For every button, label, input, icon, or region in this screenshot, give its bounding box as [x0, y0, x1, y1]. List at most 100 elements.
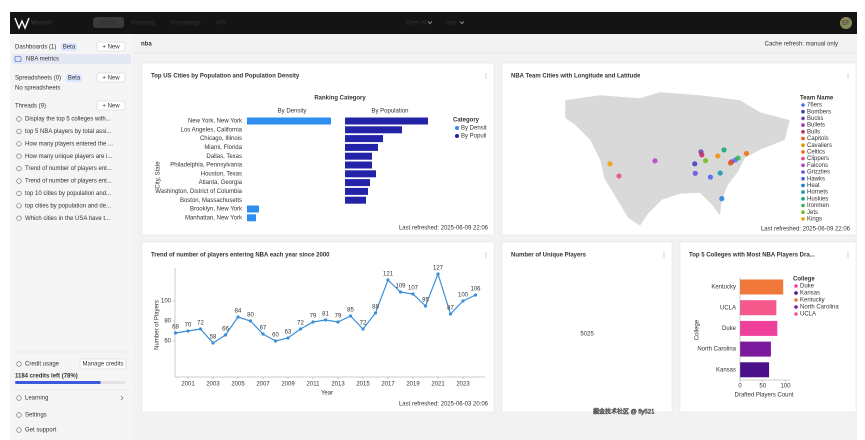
- sidebar-link[interactable]: Settings: [25, 413, 47, 419]
- y-tick-label: Los Angeles, California: [181, 127, 243, 133]
- legend-label: Clippers: [807, 156, 829, 162]
- facet-label: By Density: [278, 109, 307, 115]
- x-tick-label: 2005: [231, 382, 245, 388]
- thread-item[interactable]: Which cities in the USA have t...: [25, 216, 110, 222]
- nav-tab[interactable]: Knowledge: [171, 21, 201, 27]
- thread-item[interactable]: top 10 cities by population and...: [25, 191, 111, 197]
- thread-item[interactable]: How many players entered the ...: [25, 141, 113, 147]
- dashboard-icon: [14, 56, 22, 62]
- bar: [247, 205, 259, 213]
- nav-tab[interactable]: API: [216, 21, 226, 27]
- link-icon: [16, 412, 22, 418]
- legend-swatch: [801, 109, 805, 114]
- legend-label: By Densit: [461, 126, 487, 132]
- legend-label: Cavaliers: [807, 143, 832, 149]
- point: [261, 332, 265, 336]
- y-tick-label: UCLA: [720, 305, 736, 311]
- logo: WrenAI: [31, 21, 52, 27]
- legend-label: By Populi: [461, 134, 486, 140]
- tab-active[interactable]: [93, 17, 124, 28]
- thread-item[interactable]: Trend of number of players ent...: [25, 166, 112, 172]
- new-button-label[interactable]: + New: [102, 45, 120, 51]
- thread-item[interactable]: top 5 NBA players by total assi...: [25, 129, 112, 135]
- legend-label: Kansas: [800, 291, 820, 297]
- legend-swatch: [801, 116, 805, 121]
- y-tick-label: Duke: [722, 326, 737, 332]
- avatar-label: EF: [842, 21, 850, 27]
- section-title: Dashboards (1): [15, 45, 56, 51]
- bar: [345, 135, 383, 143]
- badge-label: Beta: [68, 76, 81, 82]
- x-tick-label: 100: [780, 384, 791, 390]
- thread-item[interactable]: How many unique players are i...: [25, 154, 113, 160]
- legend-title: Category: [453, 118, 480, 124]
- data-label: 95: [422, 298, 429, 304]
- legend-swatch: [794, 291, 798, 295]
- thread-icon: [16, 215, 22, 221]
- point: [336, 320, 340, 324]
- menu-dot: [847, 77, 849, 79]
- point: [311, 320, 315, 324]
- thread-icon: [16, 128, 22, 134]
- nav-tab[interactable]: Home: [100, 21, 117, 27]
- bar: [345, 179, 370, 187]
- new-button[interactable]: [96, 72, 126, 83]
- y-axis-label: City, State: [156, 161, 162, 189]
- menu-dot: [663, 254, 665, 256]
- bar: [740, 362, 770, 378]
- thread-icon: [16, 190, 22, 196]
- cache-setting[interactable]: Cache refresh: manual only: [765, 42, 838, 48]
- project-select[interactable]: Wren AI: [405, 21, 427, 27]
- legend-swatch: [801, 130, 805, 134]
- bar: [740, 341, 771, 357]
- sidebar-link[interactable]: Learning: [25, 396, 48, 402]
- sidebar-link[interactable]: Get support: [25, 428, 57, 434]
- dashboard-item[interactable]: NBA metrics: [26, 57, 59, 63]
- bar: [345, 161, 372, 169]
- legend-swatch: [794, 284, 798, 288]
- new-button[interactable]: [96, 41, 126, 52]
- y-tick-label: Chicago, Illinois: [200, 136, 242, 142]
- legend-swatch: [794, 312, 798, 316]
- data-label: 107: [408, 286, 419, 292]
- new-button[interactable]: [96, 100, 126, 111]
- legend-label: Duke: [800, 284, 815, 290]
- thread-item[interactable]: top cities by population and de...: [25, 203, 111, 209]
- thread-item[interactable]: Trend of number of players ent...: [25, 179, 112, 185]
- manage-button-label[interactable]: Manage credits: [82, 362, 123, 368]
- bar: [740, 320, 778, 336]
- credit-icon: [16, 361, 22, 367]
- avatar[interactable]: [840, 17, 852, 29]
- map-point: [652, 158, 658, 164]
- new-button-label[interactable]: + New: [102, 76, 120, 82]
- bar: [740, 279, 784, 295]
- legend-label: Falcons: [807, 163, 828, 169]
- y-tick-label: 80: [164, 319, 171, 325]
- legend-label: Kentucky: [800, 298, 825, 304]
- x-tick-label: 0: [738, 384, 742, 390]
- legend-title: College: [793, 277, 815, 283]
- y-tick-label: Washington, District of Columbia: [155, 189, 242, 195]
- x-tick-label: 2017: [381, 382, 395, 388]
- selected-item[interactable]: [12, 54, 131, 64]
- nav-tab[interactable]: Modeling: [131, 21, 155, 27]
- card: [501, 241, 673, 413]
- card-title: Number of Unique Players: [511, 253, 587, 259]
- legend-label: Kings: [807, 216, 822, 222]
- chart-subtitle: Ranking Category: [314, 96, 366, 102]
- chevrons: [427, 21, 465, 25]
- legend-label: Bulls: [807, 129, 820, 135]
- map-point: [699, 152, 705, 158]
- bar: [345, 196, 366, 204]
- card: [141, 62, 495, 236]
- map-point: [719, 196, 725, 202]
- thread-item[interactable]: Display the top 5 colleges with...: [25, 117, 111, 123]
- menu-dot: [663, 252, 665, 254]
- dataset-select[interactable]: nba: [446, 21, 457, 27]
- y-axis-label: College: [695, 319, 701, 340]
- map-point: [616, 173, 622, 179]
- x-tick-label: 2009: [281, 382, 295, 388]
- manage-button[interactable]: [79, 358, 127, 370]
- x-axis-label: Drafted Players Count: [734, 393, 793, 399]
- new-button-label[interactable]: + New: [102, 104, 120, 110]
